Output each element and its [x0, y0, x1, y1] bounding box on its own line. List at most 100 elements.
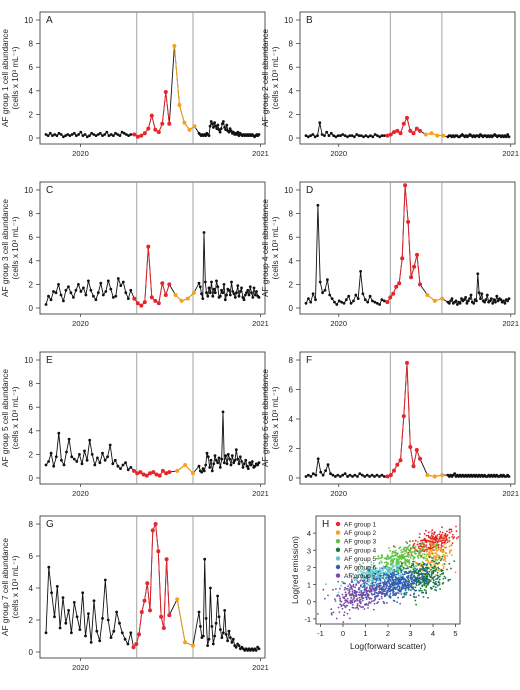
scatter-point [373, 602, 376, 605]
scatter-point [366, 579, 369, 582]
y-tick-label: 10 [24, 16, 33, 25]
data-point [330, 297, 334, 300]
scatter-point [442, 535, 445, 538]
scatter-point [349, 599, 352, 602]
panel-label: C [46, 185, 53, 196]
scatter-point [428, 542, 431, 544]
data-point [382, 475, 386, 478]
scatter-point [352, 583, 355, 586]
scatter-point [434, 565, 436, 568]
data-point [225, 123, 229, 127]
scatter-point [404, 587, 406, 590]
scatter-point [374, 573, 377, 575]
data-point [309, 134, 312, 138]
scatter-point [428, 546, 430, 549]
scatter-point [455, 530, 458, 533]
legend-label: AF group 5 [344, 556, 377, 563]
data-point [325, 130, 329, 134]
data-point [450, 297, 454, 300]
scatter-point [372, 608, 375, 611]
data-point [70, 455, 74, 459]
scatter-point [425, 529, 427, 532]
data-point [53, 133, 57, 136]
scatter-point [415, 596, 417, 598]
scatter-point [446, 539, 449, 542]
scatter-point [419, 581, 422, 584]
scatter-point [389, 580, 392, 582]
scatter-point [399, 573, 402, 575]
data-point [340, 300, 343, 304]
scatter-point [398, 587, 401, 590]
y-axis-label: AF group 5 cell abundance [1, 369, 10, 467]
scatter-point [346, 612, 349, 615]
y-axis-label: AF group 4 cell abundance [261, 199, 270, 297]
data-point [220, 288, 223, 292]
scatter-point [434, 588, 436, 591]
data-point [309, 475, 313, 478]
scatter-point [346, 597, 349, 600]
scatter-point [362, 593, 365, 595]
data-point [44, 631, 48, 635]
data-point-red [385, 133, 390, 138]
scatter-point [352, 585, 354, 588]
data-point [218, 466, 222, 469]
scatter-point [349, 588, 351, 591]
scatter-point [348, 586, 351, 589]
scatter-point [388, 581, 390, 584]
scatter-point [442, 564, 444, 566]
data-point [380, 298, 384, 302]
data-point [124, 291, 128, 295]
data-point-red [414, 126, 419, 131]
data-point-red [392, 130, 396, 135]
scatter-point [363, 603, 366, 606]
y-tick-label: 4 [289, 415, 294, 424]
scatter-point [433, 536, 436, 539]
data-point [98, 639, 102, 643]
scatter-point [375, 557, 378, 560]
scatter-point [354, 599, 356, 602]
data-point [82, 286, 85, 290]
data-point [242, 298, 246, 302]
data-point-orange [425, 473, 430, 478]
scatter-point [442, 567, 445, 570]
data-point [111, 462, 115, 466]
scatter-point [385, 576, 387, 579]
scatter-point [370, 575, 372, 578]
data-point [222, 120, 225, 123]
data-point [67, 609, 70, 612]
scatter-point [442, 578, 445, 580]
data-point [216, 285, 220, 289]
scatter-point [399, 555, 401, 558]
scatter-point [377, 579, 380, 582]
data-point [224, 454, 228, 457]
scatter-point [444, 577, 447, 579]
scatter-point [362, 580, 365, 583]
y-tick-label: 6 [289, 386, 294, 395]
scatter-point [366, 571, 368, 573]
scatter-point [372, 567, 375, 569]
scatter-point [365, 582, 368, 585]
data-point [456, 303, 459, 306]
scatter-point [400, 549, 403, 551]
data-point [503, 301, 507, 305]
data-point [126, 297, 130, 300]
data-point [365, 473, 369, 477]
data-point [96, 456, 99, 460]
data-point-red [141, 472, 146, 477]
data-point [92, 133, 96, 136]
data-point [209, 586, 212, 590]
scatter-point [449, 578, 451, 581]
scatter-point [406, 565, 409, 568]
scatter-point [373, 587, 375, 590]
panel-e: E 0 2 4 6 8 10 AF group 5 cell abundance (cells … [1, 351, 269, 498]
scatter-point [446, 554, 449, 557]
scatter-point [351, 600, 353, 602]
data-point [477, 135, 481, 139]
data-point [329, 131, 333, 135]
scatter-point [416, 543, 419, 546]
data-point [359, 270, 362, 273]
scatter-point [369, 597, 372, 600]
scatter-point [393, 574, 395, 577]
scatter-point [375, 575, 377, 578]
data-point-red [149, 295, 154, 300]
